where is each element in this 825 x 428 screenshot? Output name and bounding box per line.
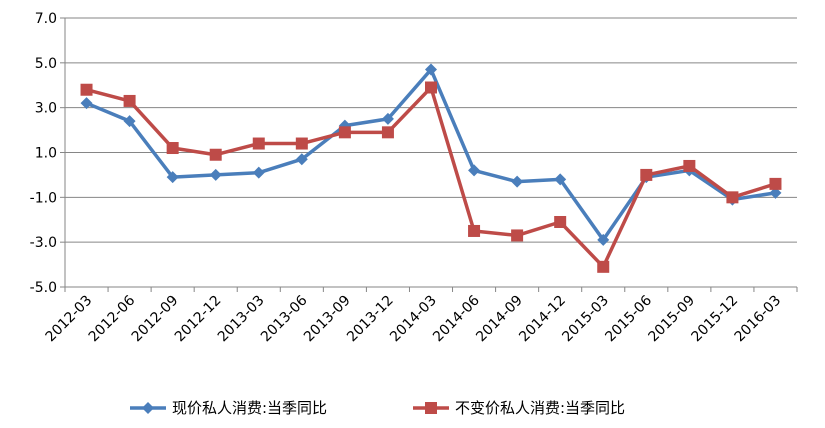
x-tick-label: 2016-03 — [732, 293, 785, 346]
legend-marker — [425, 402, 437, 414]
data-point — [123, 115, 136, 128]
data-point — [769, 177, 782, 190]
data-point — [209, 168, 222, 181]
data-point — [123, 94, 136, 107]
series — [80, 63, 782, 273]
data-point — [80, 83, 93, 96]
x-tick-label: 2013-09 — [301, 293, 354, 346]
data-point — [166, 171, 179, 184]
data-point — [597, 233, 610, 246]
data-point — [338, 126, 351, 139]
axes — [60, 17, 798, 292]
data-point — [425, 63, 437, 76]
y-tick-label: -3.0 — [30, 235, 57, 251]
data-point — [295, 153, 308, 166]
data-point — [295, 137, 308, 150]
x-axis-ticks: 2012-032012-062012-092012-122013-032013-… — [43, 292, 785, 345]
y-tick-label: -5.0 — [30, 280, 57, 296]
data-point — [597, 260, 610, 273]
data-point — [640, 168, 653, 181]
x-tick-label: 2015-03 — [559, 293, 612, 346]
data-point — [683, 159, 696, 172]
legend-label: 不变价私人消费:当季同比 — [455, 399, 625, 417]
legend-item-1: 现价私人消费:当季同比 — [130, 399, 327, 417]
y-tick-label: 7.0 — [35, 11, 57, 27]
data-point — [726, 191, 739, 204]
x-tick-label: 2015-06 — [602, 292, 655, 345]
data-point — [468, 224, 481, 237]
y-tick-label: -1.0 — [30, 190, 57, 206]
data-point — [381, 126, 394, 139]
legend-item-2: 不变价私人消费:当季同比 — [413, 399, 625, 417]
y-tick-label: 3.0 — [35, 101, 57, 117]
data-point — [425, 81, 437, 94]
data-point — [252, 137, 265, 150]
x-tick-label: 2012-03 — [43, 293, 96, 346]
x-tick-label: 2014-06 — [430, 292, 483, 345]
legend-marker — [142, 402, 154, 414]
x-tick-label: 2013-06 — [258, 292, 311, 345]
x-tick-label: 2013-03 — [215, 293, 268, 346]
series-line — [85, 67, 776, 242]
x-tick-label: 2012-09 — [129, 293, 182, 346]
x-tick-label: 2014-09 — [473, 293, 526, 346]
data-point — [209, 148, 222, 161]
data-point — [511, 175, 524, 188]
gridlines — [65, 17, 797, 288]
data-point — [511, 229, 524, 242]
series-2 — [80, 81, 782, 273]
y-tick-label: 1.0 — [35, 146, 57, 162]
x-tick-label: 2014-03 — [387, 293, 440, 346]
x-tick-label: 2012-06 — [86, 292, 139, 345]
y-axis-ticks: 7.0 5.0 3.0 1.0 -1.0 -3.0 -5.0 — [30, 11, 57, 296]
data-point — [166, 142, 179, 155]
data-point — [80, 97, 93, 110]
data-point — [252, 166, 265, 179]
x-tick-label: 2013-12 — [344, 293, 397, 346]
x-tick-label: 2014-12 — [516, 293, 569, 346]
data-point — [554, 173, 567, 186]
data-point — [554, 215, 567, 228]
x-tick-label: 2015-12 — [689, 293, 742, 346]
data-point — [381, 112, 394, 125]
x-tick-label: 2012-12 — [172, 293, 225, 346]
y-tick-label: 5.0 — [35, 56, 57, 72]
data-point — [338, 119, 351, 132]
legend-label: 现价私人消费:当季同比 — [172, 399, 327, 417]
x-tick-label: 2015-09 — [646, 293, 699, 346]
data-point — [468, 164, 481, 177]
legend: 现价私人消费:当季同比 不变价私人消费:当季同比 — [130, 399, 625, 417]
